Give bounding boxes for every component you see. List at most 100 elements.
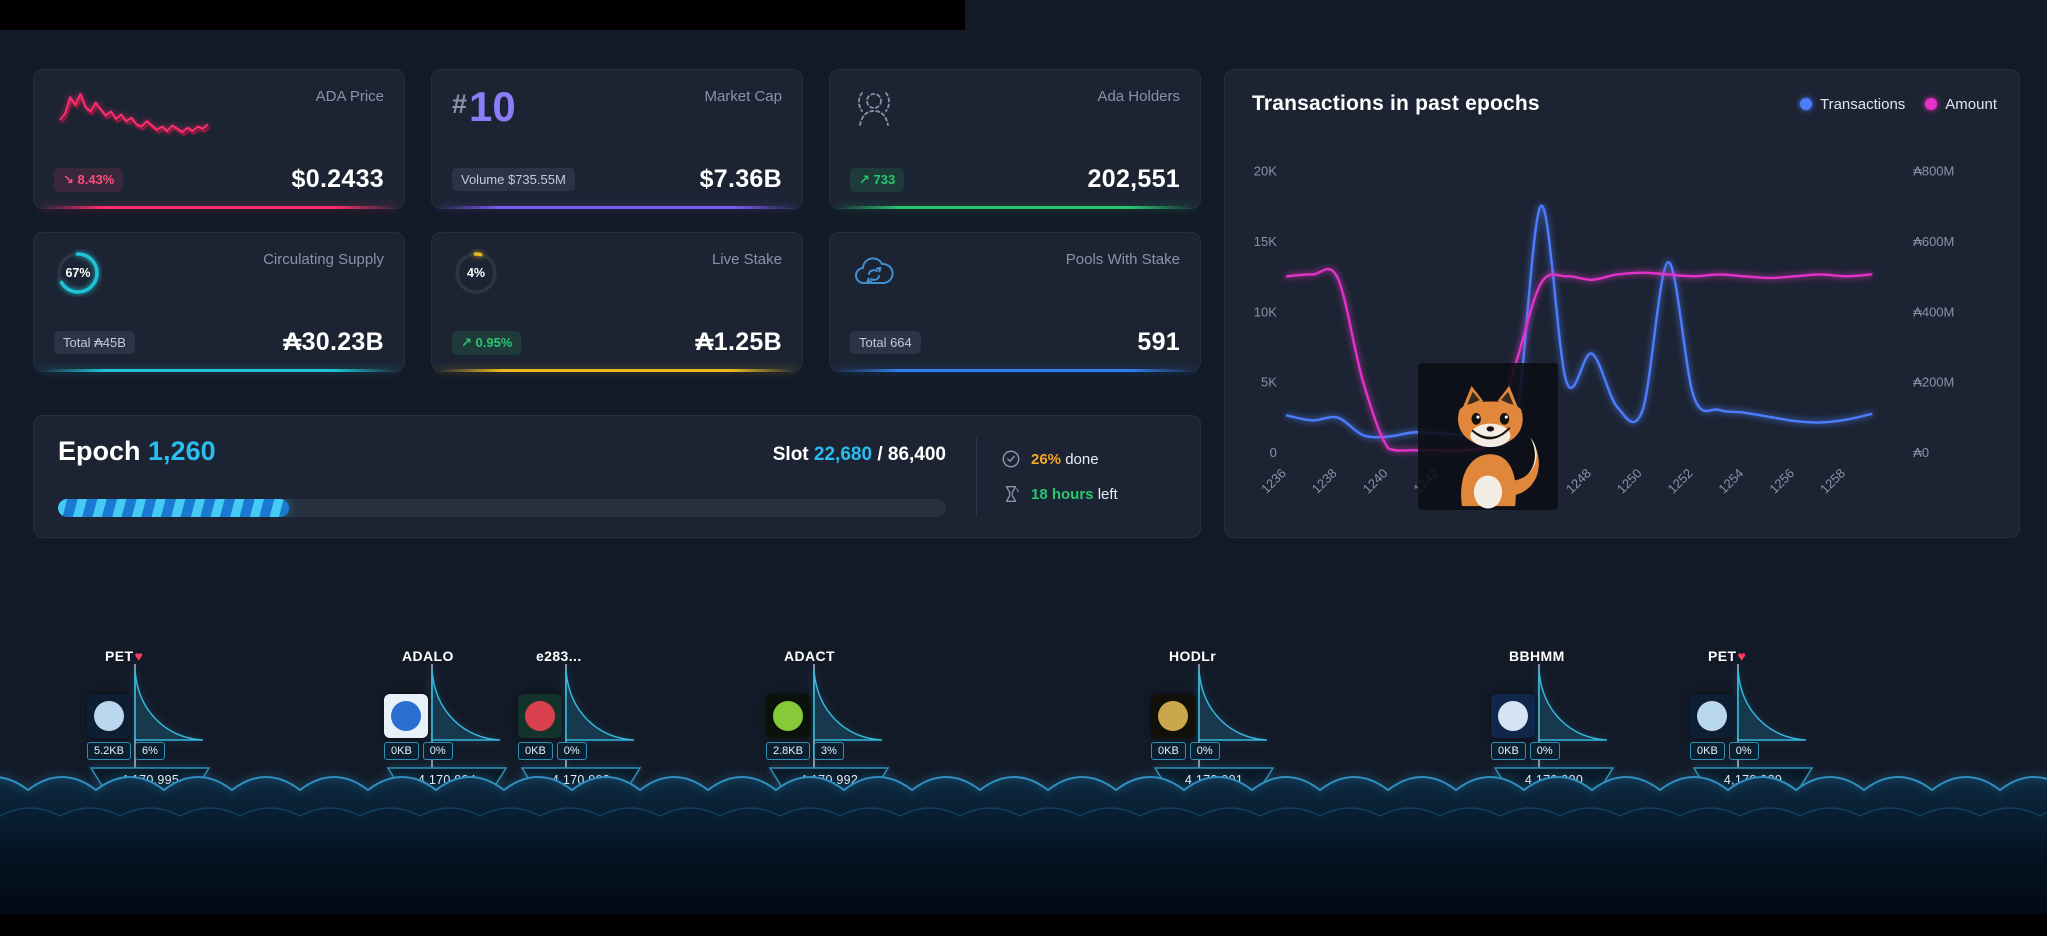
sail [431, 669, 501, 741]
card-accent [835, 369, 1195, 372]
block-number[interactable]: 4,170,991 [1184, 773, 1244, 787]
svg-text:₳200M: ₳200M [1913, 375, 1954, 390]
card-accent [39, 369, 399, 372]
pool-avatar[interactable] [384, 694, 428, 738]
fox-pool-image[interactable] [1418, 363, 1558, 510]
pool-boat[interactable]: PET♥ 5.2KB 6% 4,170,995 [75, 648, 225, 810]
pool-ticker-flag[interactable]: e283...♥ [536, 648, 582, 664]
pool-ticker-flag[interactable]: ADACT♥ [784, 648, 835, 664]
svg-text:1238: 1238 [1309, 465, 1340, 496]
pool-ticker-flag[interactable]: BBHMM♥ [1509, 648, 1565, 664]
card-accent [39, 206, 399, 209]
pool-boat[interactable]: ADALO♥ 0KB 0% 4,170,994 [372, 648, 522, 810]
svg-text:1250: 1250 [1614, 465, 1645, 496]
pool-boat[interactable]: HODLr♥ 0KB 0% 4,170,991 [1139, 648, 1289, 810]
legend-transactions[interactable]: Transactions [1799, 95, 1906, 113]
block-number[interactable]: 4,170,990 [1524, 773, 1584, 787]
block-number[interactable]: 4,170,995 [120, 773, 180, 787]
svg-text:₳800M: ₳800M [1913, 164, 1954, 179]
rank-hash: # [452, 89, 468, 119]
top-black-bar [0, 0, 965, 30]
stats-grid: ADA Price ↘ 8.43% $0.2433 # 10 Market Ca… [33, 69, 1201, 372]
legend-label: Transactions [1819, 95, 1906, 113]
pool-logo [391, 701, 421, 731]
pool-ticker-flag[interactable]: PET♥ [105, 648, 143, 664]
heart-icon: ♥ [134, 648, 144, 664]
card-live-stake[interactable]: 4% Live Stake ↗ 0.95% ₳1.25B [431, 232, 803, 372]
block-size-badge: 0KB [384, 742, 419, 760]
pool-boat[interactable]: e283...♥ 0KB 0% 4,170,993 [506, 648, 656, 810]
block-pct-badge: 0% [1189, 742, 1220, 760]
block-badges: 0KB 0% [384, 742, 453, 760]
pool-ticker-flag[interactable]: PET♥ [1708, 648, 1746, 664]
clock-check-icon [1002, 450, 1020, 468]
svg-text:1240: 1240 [1360, 465, 1391, 496]
epoch-done-row: 26% done [1001, 449, 1176, 469]
epoch-word: Epoch [58, 436, 141, 466]
rank-number: 10 [469, 83, 516, 130]
sail [1737, 669, 1807, 741]
card-ada-price[interactable]: ADA Price ↘ 8.43% $0.2433 [33, 69, 405, 209]
legend-amount[interactable]: Amount [1925, 96, 1997, 113]
pool-ticker: PET [1708, 648, 1737, 664]
sail [1538, 669, 1608, 741]
time-left-label: left [1097, 485, 1118, 503]
card-accent [437, 206, 797, 209]
market-cap-value: $7.36B [699, 165, 782, 193]
live-stake-value: ₳1.25B [695, 328, 782, 356]
block-size-badge: 5.2KB [87, 742, 131, 760]
person-outline-icon [858, 92, 890, 126]
card-circulating-supply[interactable]: 67% Circulating Supply Total ₳45B ₳30.23… [33, 232, 405, 372]
pool-logo [94, 701, 124, 731]
pool-ticker: HODLr [1169, 648, 1217, 664]
block-number[interactable]: 4,170,994 [417, 773, 477, 787]
slot-text: Slot 22,680 / 86,400 [773, 444, 946, 466]
block-number[interactable]: 4,170,989 [1723, 773, 1783, 787]
ocean-scene: PET♥ 5.2KB 6% 4,170,995 ADALO♥ 0KB 0% 4,… [0, 640, 2047, 936]
pool-ticker: BBHMM [1509, 648, 1565, 664]
total-supply-badge: Total ₳45B [54, 331, 135, 354]
pool-avatar[interactable] [87, 694, 131, 738]
done-label: done [1065, 450, 1099, 468]
chart-card: Transactions in past epochs Transactions… [1224, 69, 2020, 538]
pool-avatar[interactable] [1690, 694, 1734, 738]
card-market-cap[interactable]: # 10 Market Cap Volume $735.55M $7.36B [431, 69, 803, 209]
svg-text:₳0: ₳0 [1913, 445, 1929, 460]
svg-text:15K: 15K [1254, 234, 1277, 249]
supply-ring: 67% [54, 249, 102, 297]
sail [813, 669, 883, 741]
pool-avatar[interactable] [1151, 694, 1195, 738]
pool-boat[interactable]: BBHMM♥ 0KB 0% 4,170,990 [1479, 648, 1629, 810]
holders-value: 202,551 [1087, 165, 1180, 193]
svg-text:1252: 1252 [1665, 465, 1696, 496]
legend-label: Amount [1945, 95, 1997, 113]
block-size-badge: 0KB [1151, 742, 1186, 760]
block-badges: 2.8KB 3% [766, 742, 844, 760]
pool-logo [525, 701, 555, 731]
pool-avatar[interactable] [518, 694, 562, 738]
pool-avatar[interactable] [1491, 694, 1535, 738]
pool-ticker: e283... [536, 648, 582, 664]
epoch-title: Epoch 1,260 [58, 436, 216, 467]
block-number[interactable]: 4,170,993 [551, 773, 611, 787]
pool-logo [1158, 701, 1188, 731]
slot-current: 22,680 [813, 444, 873, 465]
market-cap-rank: # 10 [452, 86, 516, 128]
epoch-side-panel: 26% done 18 hours left [976, 436, 1176, 517]
epoch-transactions-chart: 0 5K 10K 15K 20K ₳0 ₳200M ₳400M ₳600M ₳800M 1236 12… [1254, 164, 1954, 497]
pool-boat[interactable]: PET♥ 0KB 0% 4,170,989 [1678, 648, 1828, 810]
volume-badge: Volume $735.55M [452, 168, 575, 191]
pool-avatar[interactable] [766, 694, 810, 738]
pool-boat[interactable]: ADACT♥ 2.8KB 3% 4,170,992 [754, 648, 904, 810]
svg-text:5K: 5K [1261, 375, 1277, 390]
card-pools-with-stake[interactable]: Pools With Stake Total 664 591 [829, 232, 1201, 372]
svg-text:1256: 1256 [1766, 465, 1797, 496]
block-badges: 0KB 0% [518, 742, 587, 760]
pool-ticker-flag[interactable]: ADALO♥ [402, 648, 454, 664]
card-ada-holders[interactable]: Ada Holders ↗ 733 202,551 [829, 69, 1201, 209]
block-size-badge: 0KB [518, 742, 553, 760]
block-number[interactable]: 4,170,992 [799, 773, 859, 787]
block-badges: 0KB 0% [1690, 742, 1759, 760]
pool-ticker-flag[interactable]: HODLr♥ [1169, 648, 1216, 664]
